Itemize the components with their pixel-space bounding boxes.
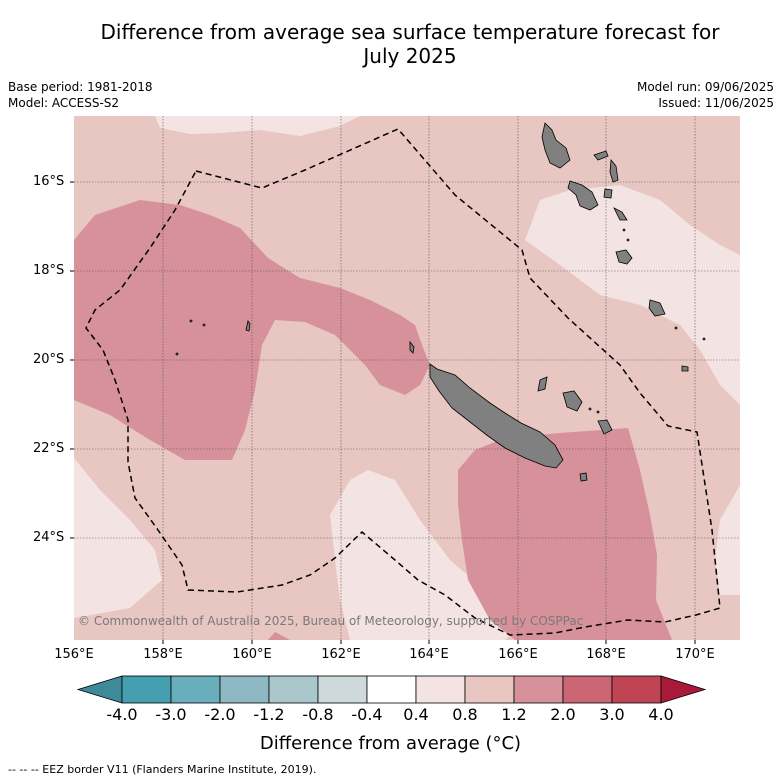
colorbar-extend-low xyxy=(76,675,123,704)
colorbar-tick-label: 3.0 xyxy=(599,705,625,724)
colorbar-tick-label: -1.2 xyxy=(253,705,285,724)
island-vanuatu-c xyxy=(609,158,619,183)
lon-tick-160e: 160°E xyxy=(232,647,272,662)
island-hunter xyxy=(681,365,689,372)
island-dot-e xyxy=(702,337,706,341)
island-vanuatu-g xyxy=(615,249,633,265)
colorbar-tick-label: 1.2 xyxy=(501,705,527,724)
issued-date: Issued: 11/06/2025 xyxy=(658,96,774,110)
colorbar xyxy=(76,675,707,704)
island-vanuatu-e xyxy=(603,188,613,199)
anomaly-band-0-4-0-8-top xyxy=(155,116,360,136)
island-isle-of-pines xyxy=(579,472,588,482)
colorbar-bin xyxy=(611,675,662,704)
island-loyalty-a xyxy=(562,390,583,412)
anomaly-band-0-4-0-8-south xyxy=(330,470,520,640)
lat-tick-24s: 24°S xyxy=(33,530,65,545)
island-reef-a xyxy=(245,319,251,332)
model-label: Model: ACCESS-S2 xyxy=(8,96,120,110)
island-dot-g xyxy=(626,238,630,242)
lon-tick-marks xyxy=(162,640,696,644)
colorbar-bin xyxy=(121,675,172,704)
title-line-1: Difference from average sea surface temp… xyxy=(100,20,720,44)
eez-border xyxy=(85,128,721,636)
lon-tick-158e: 158°E xyxy=(143,647,183,662)
lon-tick-156e: 156°E xyxy=(54,647,94,662)
lon-tick-170e: 170°E xyxy=(675,647,715,662)
colorbar-title: Difference from average (°C) xyxy=(259,733,522,754)
colorbar-bin xyxy=(170,675,221,704)
anomaly-band-1-2-2-0-east xyxy=(458,428,672,640)
island-loyalty-c xyxy=(597,419,613,435)
new-caledonia xyxy=(429,363,564,469)
lon-tick-166e: 166°E xyxy=(498,647,538,662)
colorbar-bin xyxy=(464,675,515,704)
colorbar-tick-label: -0.4 xyxy=(351,705,383,724)
anomaly-band-0-4-0-8-southwest xyxy=(74,458,162,618)
island-vanuatu-north xyxy=(541,122,571,169)
colorbar-tick-label: -0.8 xyxy=(302,705,334,724)
base-period: Base period: 1981-2018 xyxy=(8,80,153,94)
colorbar-tick-label: 2.0 xyxy=(550,705,576,724)
lon-tick-162e: 162°E xyxy=(321,647,361,662)
anomaly-band-1-2-2-0-southwest xyxy=(268,632,290,640)
colorbar-bin xyxy=(317,675,368,704)
island-dot-a xyxy=(189,319,193,323)
island-dot-c xyxy=(175,352,179,356)
colorbar-bin xyxy=(513,675,564,704)
lat-tick-22s: 22°S xyxy=(33,441,65,456)
island-dot-d xyxy=(674,326,678,330)
colorbar-bin xyxy=(219,675,270,704)
island-dot-f xyxy=(622,228,626,232)
island-dot-b xyxy=(202,323,206,327)
island-vanuatu-d xyxy=(567,180,599,211)
colorbar-tick-label: 0.4 xyxy=(403,705,429,724)
colorbar-bin xyxy=(268,675,319,704)
title-line-2: July 2025 xyxy=(363,44,457,68)
copyright-notice: © Commonwealth of Australia 2025, Bureau… xyxy=(78,614,584,628)
lat-tick-18s: 18°S xyxy=(33,263,65,278)
island-reef-b xyxy=(409,340,415,354)
lat-tick-16s: 16°S xyxy=(33,174,65,189)
colorbar-bin xyxy=(366,675,417,704)
eez-legend-note: -- -- -- EEZ border V11 (Flanders Marine… xyxy=(8,763,317,776)
colorbar-tick-label: -3.0 xyxy=(155,705,187,724)
island-dot-i xyxy=(596,410,600,414)
island-loyalty-b xyxy=(537,376,548,392)
island-vanuatu-b xyxy=(593,150,609,161)
colorbar-extend-high xyxy=(660,675,707,704)
colorbar-tick-label: -4.0 xyxy=(106,705,138,724)
anomaly-band-0-4-0-8-southeast xyxy=(715,485,740,595)
island-vanuatu-h xyxy=(648,299,666,317)
lat-tick-20s: 20°S xyxy=(33,352,65,367)
lon-tick-164e: 164°E xyxy=(409,647,449,662)
model-run: Model run: 09/06/2025 xyxy=(636,80,774,94)
colorbar-tick-label: -2.0 xyxy=(204,705,236,724)
island-vanuatu-f xyxy=(613,207,628,221)
lon-tick-168e: 168°E xyxy=(586,647,626,662)
lat-tick-marks xyxy=(70,181,74,539)
graticule xyxy=(74,116,740,640)
colorbar-bin xyxy=(562,675,613,704)
colorbar-bin xyxy=(415,675,466,704)
colorbar-tick-label: 0.8 xyxy=(452,705,478,724)
land xyxy=(175,122,706,482)
anomaly-band-0-4-0-8-east xyxy=(525,185,740,405)
island-dot-h xyxy=(588,407,592,411)
colorbar-tick-label: 4.0 xyxy=(648,705,674,724)
map-area xyxy=(74,116,740,640)
